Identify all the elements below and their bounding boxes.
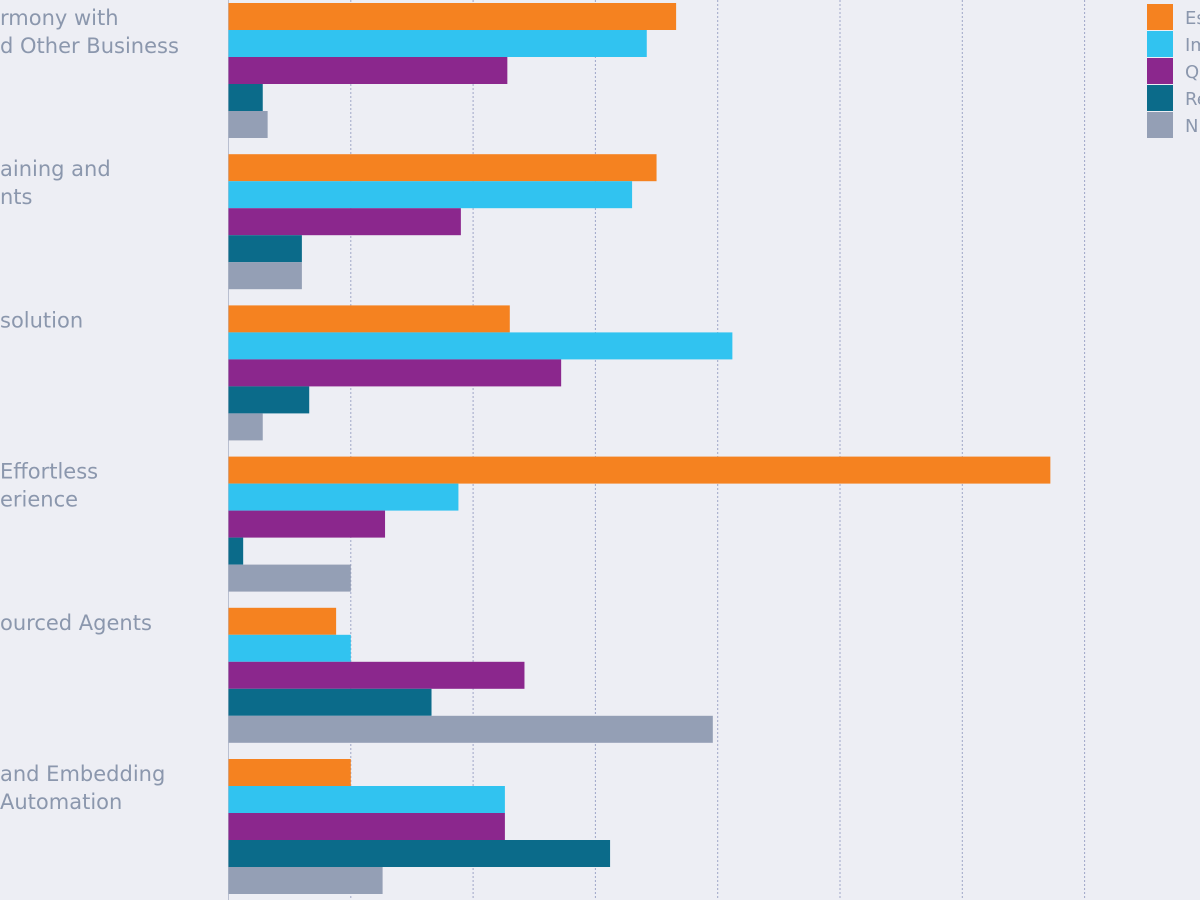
bar [228,564,351,592]
bar [228,456,1051,484]
legend-label: Im [1185,35,1200,56]
legend-swatch [1147,4,1173,30]
legend-label: Re [1185,89,1200,110]
category-label: rmony with [0,6,119,30]
bar [228,154,657,182]
category-label: Effortless [0,460,98,484]
bar [228,332,733,360]
legend-swatch [1147,85,1173,111]
category-label: d Other Business [0,34,179,58]
category-label: and Embedding [0,762,165,786]
category-label: nts [0,185,32,209]
bar [228,537,244,565]
bar [228,813,505,840]
category-label: erience [0,488,78,512]
legend-swatch [1147,58,1173,84]
legend-label: Es [1185,8,1200,29]
bar [228,634,351,662]
bar [228,181,633,209]
legend-label: N [1185,116,1198,137]
bar [228,84,263,111]
bar [228,386,310,414]
bar [228,786,505,813]
bar [228,3,677,30]
bar [228,840,611,867]
bar [228,30,647,57]
bar [228,111,268,138]
category-label: ourced Agents [0,611,152,635]
category-label: aining and [0,157,111,181]
legend: Es Im Q Re N [1147,4,1200,138]
bar [228,483,459,511]
category-label: Automation [0,790,122,814]
bar [228,867,383,894]
legend-swatch [1147,31,1173,57]
bar [228,57,508,84]
bar [228,715,713,743]
bar [228,305,510,333]
bar [228,510,386,538]
bar [228,688,432,716]
category-label: solution [0,308,83,332]
bar [228,359,562,387]
bar [228,607,337,635]
bar [228,661,525,689]
bar [228,208,461,236]
bar [228,759,351,786]
legend-swatch [1147,112,1173,138]
category-labels: rmony with d Other Business aining and nts s… [0,6,179,814]
bar [228,413,263,441]
bars [228,3,1051,894]
bar [228,235,302,263]
bar [228,262,302,290]
grid-lines [228,0,1086,900]
legend-label: Q [1185,62,1199,83]
